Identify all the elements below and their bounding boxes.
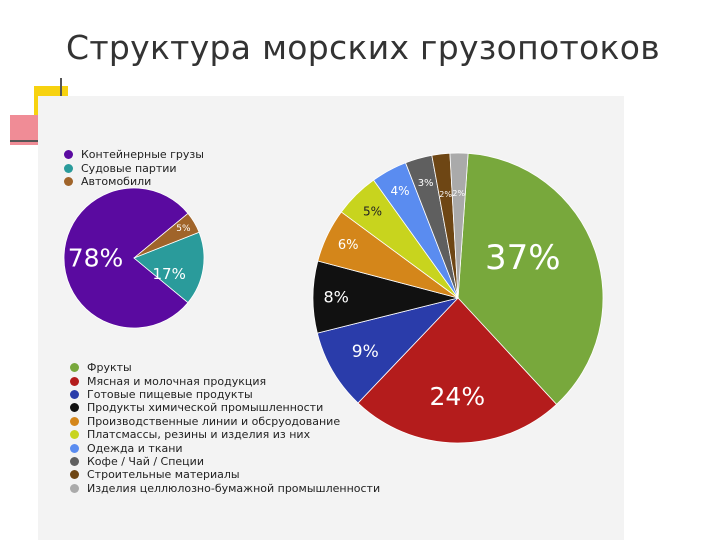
big-pie: 37% 24% 9% 8% 6% 5% 4% 3% 2% 2% xyxy=(312,152,604,444)
legend-label: Фрукты xyxy=(87,361,132,375)
pie-slice-контейнерные-грузы xyxy=(63,187,189,329)
legend-swatch xyxy=(70,389,79,399)
small-pie-legend: Контейнерные грузы Судовые партии Автомоби… xyxy=(64,148,204,189)
legend-item: Строительные материалы xyxy=(70,468,380,481)
legend-label: Мясная и молочная продукция xyxy=(87,374,267,388)
small-pie: 78% 17% 5% xyxy=(63,187,205,329)
pie-value-label: 6% xyxy=(338,238,359,253)
legend-item: Готовые пищевые продукты xyxy=(70,388,380,401)
legend-item: Автомобили xyxy=(64,175,204,189)
legend-label: Контейнерные грузы xyxy=(81,148,204,162)
legend-swatch xyxy=(70,376,79,386)
legend-swatch xyxy=(70,470,79,480)
pie-slice-готовые-пищевые-продукты xyxy=(316,297,460,404)
legend-label: Судовые партии xyxy=(81,161,177,175)
legend-item: Кофе / Чай / Специи xyxy=(70,455,380,468)
legend-label: Одежда и ткани xyxy=(87,441,183,455)
legend-label: Изделия целлюлозно-бумажной промышленнос… xyxy=(87,481,381,495)
pie-slice-фрукты xyxy=(457,152,604,405)
legend-swatch xyxy=(64,177,73,187)
pie-value-label: 37% xyxy=(485,238,561,278)
legend-swatch xyxy=(64,163,73,173)
legend-item: Судовые партии xyxy=(64,162,204,176)
page-title: Структура морских грузопотоков xyxy=(66,28,660,67)
pie-slice-автомобили xyxy=(133,212,200,259)
pie-value-label: 2% xyxy=(439,190,452,199)
legend-label: Производственные линии и обсруодование xyxy=(87,414,341,428)
pie-value-label: 8% xyxy=(324,288,349,307)
legend-swatch xyxy=(70,483,79,493)
big-pie-legend: Фрукты Мясная и молочная продукция Готовые… xyxy=(70,361,380,495)
legend-label: Готовые пищевые продукты xyxy=(87,387,253,401)
legend-swatch xyxy=(70,430,79,440)
legend-swatch xyxy=(70,443,79,453)
legend-item: Фрукты xyxy=(70,361,380,374)
pie-slice-мясная-и-молочная-продукция xyxy=(357,297,558,444)
legend-label: Строительные материалы xyxy=(87,468,240,482)
pie-slice-судовые-партии xyxy=(133,231,205,304)
legend-label: Платсмассы, резины и изделия из них xyxy=(87,428,311,442)
legend-label: Автомобили xyxy=(81,175,152,189)
legend-item: Контейнерные грузы xyxy=(64,148,204,162)
pie-value-label: 24% xyxy=(430,382,486,411)
pie-value-label: 2% xyxy=(452,189,465,198)
pie-value-label: 3% xyxy=(418,178,434,189)
legend-label: Продукты химической промышленности xyxy=(87,401,324,415)
legend-swatch xyxy=(70,416,79,426)
legend-item: Мясная и молочная продукция xyxy=(70,374,380,388)
pie-slice-изделия-целлюлозно-бумажной-промышленности xyxy=(449,152,469,299)
pie-value-label: 78% xyxy=(68,244,124,273)
legend-item: Платсмассы, резины и изделия из них xyxy=(70,428,380,441)
legend-item: Изделия целлюлозно-бумажной промышленнос… xyxy=(70,482,380,495)
pie-value-label: 5% xyxy=(363,204,382,218)
pie-value-label: 17% xyxy=(152,265,185,283)
legend-item: Одежда и ткани xyxy=(70,441,380,455)
pie-value-label: 9% xyxy=(352,342,379,362)
legend-label: Кофе / Чай / Специи xyxy=(87,454,204,468)
legend-swatch xyxy=(70,363,79,373)
legend-swatch xyxy=(70,403,79,413)
decor-horizontal-line xyxy=(10,140,56,142)
pie-value-label: 5% xyxy=(176,224,191,234)
legend-swatch xyxy=(64,150,73,160)
legend-item: Продукты химической промышленности xyxy=(70,401,380,414)
legend-item: Производственные линии и обсруодование xyxy=(70,415,380,428)
pie-value-label: 4% xyxy=(391,184,410,198)
legend-swatch xyxy=(70,456,79,466)
